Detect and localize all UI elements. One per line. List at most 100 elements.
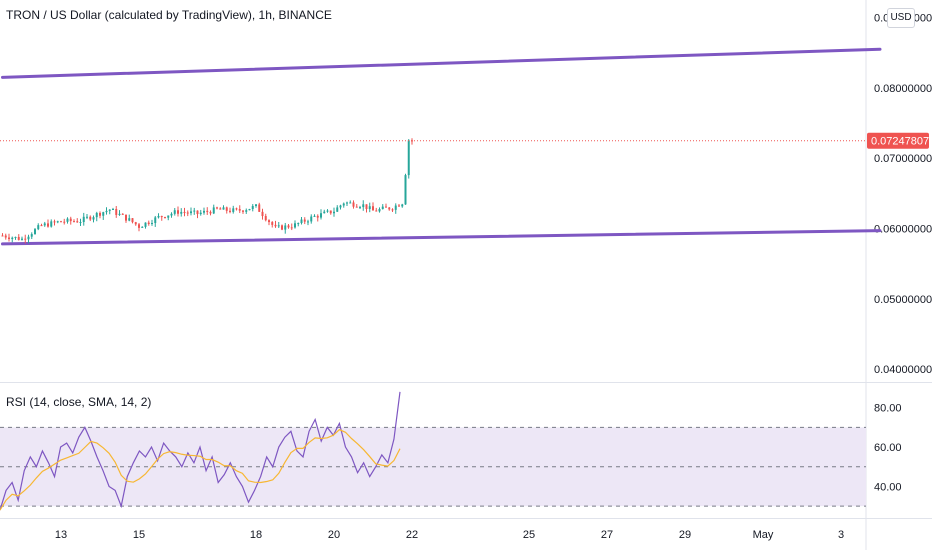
candle-body: [121, 213, 124, 215]
candle-body: [303, 219, 306, 222]
candle-body: [60, 221, 62, 223]
candle-body: [147, 222, 150, 224]
candle-body: [177, 210, 179, 214]
candle-body: [326, 210, 329, 212]
candle-body: [216, 207, 218, 209]
candle-body: [297, 223, 300, 225]
candle-body: [209, 211, 212, 214]
time-tick-label: 18: [250, 529, 262, 541]
candle-body: [362, 204, 365, 208]
last-price-label: 0.07247807: [871, 136, 929, 148]
candle-body: [407, 140, 410, 176]
candle-body: [43, 223, 46, 226]
time-tick-label: 20: [328, 529, 340, 541]
candle-body: [164, 217, 166, 219]
candle-body: [95, 212, 98, 218]
candle-body: [102, 212, 105, 216]
candle-body: [131, 218, 134, 223]
candle-body: [333, 211, 335, 214]
candle-body: [69, 218, 72, 222]
candle-body: [375, 210, 378, 212]
candle-body: [320, 213, 322, 218]
candle-body: [180, 211, 183, 214]
candle-body: [138, 224, 140, 228]
candle-body: [219, 208, 222, 210]
candle-body: [92, 217, 95, 220]
candle-body: [258, 204, 261, 212]
candle-body: [346, 202, 348, 204]
candle-body: [115, 209, 118, 215]
candle-body: [14, 236, 17, 238]
candle-body: [294, 223, 296, 228]
candle-body: [277, 225, 280, 227]
candle-body: [238, 209, 241, 211]
time-tick-label: 15: [133, 529, 145, 541]
candle-body: [160, 215, 163, 218]
time-tick-label: 29: [679, 529, 691, 541]
candle-body: [329, 210, 332, 214]
candle-body: [53, 221, 56, 223]
candle-body: [125, 214, 127, 221]
candle-body: [274, 224, 277, 227]
candle-body: [323, 211, 326, 214]
candle-body: [186, 212, 189, 214]
time-tick-label: 22: [406, 529, 418, 541]
rsi-tick-label: 60.00: [874, 442, 902, 454]
price-tick-label: 0.05000000: [874, 294, 932, 306]
candle-body: [290, 227, 293, 229]
candle-body: [37, 225, 40, 230]
chart-title: TRON / US Dollar (calculated by TradingV…: [6, 8, 332, 22]
price-tick-label: 0.06000000: [874, 223, 932, 235]
candle-body: [141, 226, 144, 228]
candle-body: [134, 222, 137, 225]
candle-body: [398, 205, 400, 207]
candle-body: [170, 213, 173, 216]
candle-body: [284, 225, 287, 230]
candle-body: [21, 238, 23, 240]
price-tick-label: 0.07000000: [874, 153, 932, 165]
candle-body: [313, 215, 316, 217]
candle-body: [222, 207, 225, 210]
candle-body: [248, 209, 251, 211]
candle-body: [365, 204, 368, 210]
candle-body: [118, 213, 121, 215]
rsi-ma-line: [0, 428, 401, 511]
candle-body: [56, 221, 59, 223]
candle-body: [17, 236, 20, 240]
candle-body: [349, 202, 352, 204]
candle-body: [144, 222, 147, 227]
candle-body: [173, 210, 176, 214]
rsi-legend: RSI (14, close, SMA, 14, 2): [6, 395, 152, 409]
candle-body: [4, 235, 7, 238]
candle-body: [86, 216, 88, 218]
candle-body: [381, 206, 384, 209]
candle-body: [1, 235, 4, 237]
candle-body: [196, 210, 199, 215]
candle-body: [8, 237, 10, 240]
candle-body: [287, 225, 290, 228]
candle-body: [66, 218, 69, 222]
rsi-tick-label: 80.00: [874, 403, 902, 415]
candle-body: [112, 209, 114, 211]
candle-body: [271, 222, 274, 225]
candle-body: [154, 217, 157, 224]
currency-button[interactable]: USD: [887, 8, 915, 28]
candle-body: [157, 215, 160, 218]
candle-body: [352, 202, 355, 207]
candle-body: [73, 221, 75, 223]
candle-body: [300, 219, 303, 224]
candle-body: [251, 206, 254, 210]
candle-body: [34, 229, 36, 235]
candle-body: [225, 207, 228, 211]
candle-body: [229, 210, 231, 212]
lower-trendline: [1, 229, 882, 246]
candle-body: [385, 206, 387, 208]
candle-body: [261, 211, 264, 217]
candle-body: [372, 206, 374, 211]
candle-body: [199, 212, 202, 215]
candle-body: [79, 222, 82, 224]
candle-body: [391, 209, 394, 211]
candle-body: [378, 208, 381, 212]
